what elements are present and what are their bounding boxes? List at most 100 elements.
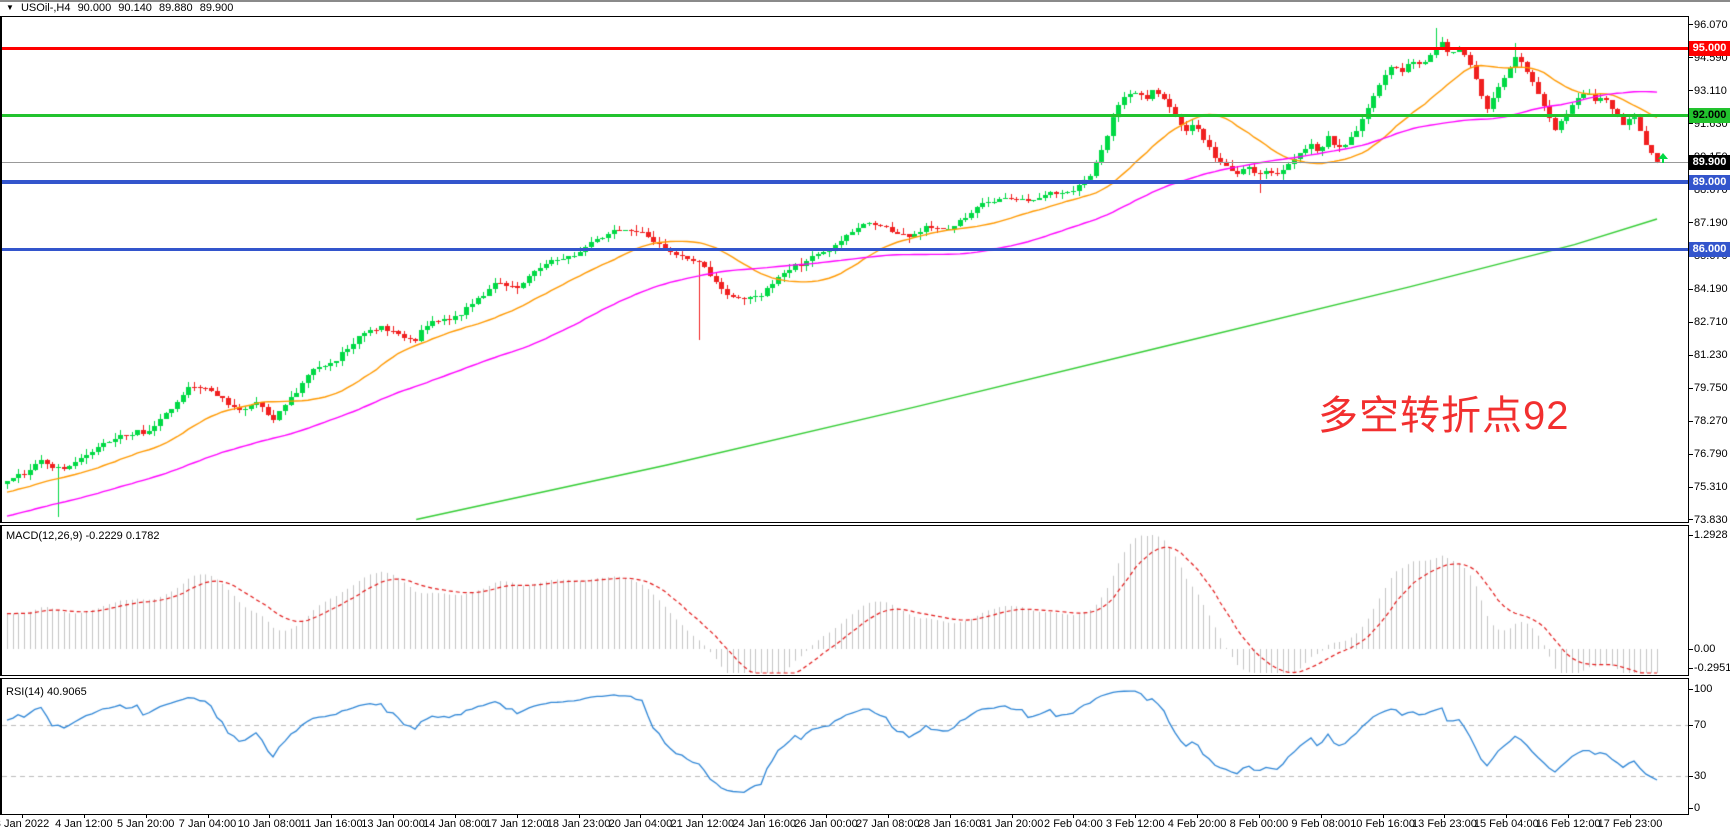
- time-tick-dash: [22, 814, 23, 818]
- time-tick-label: 7 Jan 04:00: [178, 818, 237, 830]
- ohlc-close-value: 89.900: [199, 2, 234, 14]
- time-tick-label: 2 Feb 04:00: [1044, 818, 1103, 830]
- rsi-tick-dash: [1688, 808, 1693, 809]
- time-tick-label: 9 Feb 08:00: [1291, 818, 1351, 830]
- time-tick-dash: [1258, 814, 1260, 818]
- text-annotation[interactable]: 多空转折点92: [1318, 394, 1570, 438]
- time-tick-dash: [1506, 814, 1508, 818]
- macd-axis-label: -0.2951: [1694, 662, 1730, 674]
- rsi-tick-dash: [1688, 725, 1693, 726]
- price-tick-label: 76.790: [1694, 448, 1728, 461]
- time-tick-dash: [1630, 814, 1631, 818]
- time-tick-dash: [1444, 814, 1446, 818]
- time-tick-dash: [702, 814, 704, 818]
- rsi-chart-canvas[interactable]: [2, 679, 1688, 814]
- price-tick-label: 96.070: [1694, 18, 1728, 31]
- time-tick-label: 24 Jan 16:00: [732, 818, 796, 830]
- time-tick-label: 3 Feb 12:00: [1105, 818, 1165, 830]
- time-tick-dash: [269, 814, 271, 818]
- horizontal-price-line[interactable]: [2, 114, 1688, 117]
- price-tick-dash: [1688, 24, 1693, 26]
- price-tick-dash: [1688, 321, 1693, 323]
- rsi-tick-dash: [1688, 689, 1693, 690]
- rsi-axis-label: 30: [1694, 770, 1707, 782]
- time-tick-label: 13 Jan 00:00: [361, 818, 425, 830]
- rsi-axis-label: 100: [1694, 683, 1713, 695]
- macd-label: MACD(12,26,9) -0.2229 0.1782: [6, 530, 160, 542]
- horizontal-price-line[interactable]: [2, 180, 1688, 185]
- price-line-badge: 86.000: [1689, 241, 1730, 257]
- time-tick-dash: [1320, 814, 1322, 818]
- time-tick-label: 10 Feb 16:00: [1350, 818, 1416, 830]
- time-tick-label: 4 Feb 20:00: [1167, 818, 1227, 830]
- ohlc-low-value: 89.880: [159, 2, 193, 14]
- time-tick-label: 26 Jan 00:00: [794, 818, 858, 830]
- price-tick-dash: [1688, 288, 1693, 290]
- time-tick-label: 15 Feb 04:00: [1473, 818, 1539, 830]
- main-price-panel[interactable]: [0, 16, 1689, 523]
- price-tick-dash: [1688, 123, 1693, 125]
- time-tick-dash: [640, 814, 642, 818]
- time-tick-label: 5 Jan 20:00: [116, 818, 175, 830]
- horizontal-price-line[interactable]: [2, 47, 1688, 51]
- buy-arrow-icon: [1658, 153, 1668, 159]
- time-tick-label: 11 Jan 16:00: [299, 818, 363, 830]
- price-tick-label: 73.830: [1694, 513, 1728, 526]
- rsi-name: RSI(14): [6, 686, 44, 698]
- time-tick-dash: [145, 814, 147, 818]
- time-tick-label: 4 Jan 12:00: [55, 818, 113, 830]
- rsi-tick-dash: [1688, 776, 1693, 777]
- time-tick-dash: [949, 814, 951, 818]
- collapse-arrow-icon[interactable]: ▼: [6, 3, 14, 12]
- price-tick-label: 84.190: [1694, 283, 1728, 296]
- time-tick-dash: [1382, 814, 1384, 818]
- price-tick-label: 75.310: [1694, 481, 1728, 494]
- rsi-axis-label: 0: [1694, 802, 1701, 814]
- buy-arrow-stem-icon: [1662, 159, 1664, 163]
- time-tick-label: 10 Jan 08:00: [237, 818, 302, 830]
- time-tick-dash: [1197, 814, 1199, 818]
- ohlc-open-value: 90.000: [77, 2, 112, 14]
- chart-title-bar: ▼ USOil-,H4 90.000 90.140 89.880 89.900: [0, 2, 1730, 16]
- time-tick-dash: [826, 814, 827, 818]
- price-tick-label: 82.710: [1694, 316, 1728, 329]
- time-tick-dash: [516, 814, 518, 818]
- macd-tick-dash: [1688, 668, 1693, 669]
- rsi-indicator-panel[interactable]: [0, 678, 1689, 815]
- price-tick-dash: [1688, 222, 1693, 224]
- price-tick-dash: [1688, 519, 1693, 521]
- macd-tick-dash: [1688, 649, 1693, 650]
- ohlc-high-value: 90.140: [118, 2, 152, 14]
- time-tick-label: 21 Jan 12:00: [670, 818, 735, 830]
- macd-axis-label: 1.2928: [1694, 529, 1728, 541]
- rsi-value: 40.9065: [46, 686, 87, 698]
- time-tick-dash: [83, 814, 85, 818]
- time-tick-label: 14 Jan 08:00: [423, 818, 487, 830]
- price-tick-dash: [1688, 354, 1693, 356]
- time-tick-label: 28 Jan 16:00: [917, 818, 982, 830]
- macd-tick-dash: [1688, 535, 1693, 536]
- price-tick-dash: [1688, 90, 1693, 92]
- time-tick-label: 17 Feb 23:00: [1597, 818, 1663, 830]
- time-tick-dash: [1135, 814, 1137, 818]
- price-tick-label: 79.750: [1694, 382, 1728, 395]
- price-tick-dash: [1688, 453, 1693, 455]
- current-price-line: [2, 162, 1688, 164]
- macd-indicator-panel[interactable]: [0, 525, 1689, 676]
- horizontal-price-line[interactable]: [2, 247, 1688, 251]
- candlestick-chart-canvas[interactable]: [2, 17, 1688, 522]
- time-tick-dash: [1073, 814, 1075, 818]
- macd-main-value: -0.2229: [85, 530, 123, 542]
- time-tick-dash: [454, 814, 456, 818]
- time-tick-dash: [1568, 814, 1570, 818]
- price-tick-dash: [1688, 387, 1693, 389]
- price-tick-dash: [1688, 420, 1693, 422]
- macd-chart-canvas[interactable]: [2, 526, 1688, 675]
- time-tick-label: 3 Jan 2022: [0, 818, 50, 830]
- price-tick-label: 87.190: [1694, 216, 1728, 229]
- current-price-badge: 89.900: [1689, 154, 1730, 170]
- time-tick-dash: [887, 814, 889, 818]
- price-tick-dash: [1688, 486, 1693, 488]
- price-line-badge: 89.000: [1689, 174, 1730, 190]
